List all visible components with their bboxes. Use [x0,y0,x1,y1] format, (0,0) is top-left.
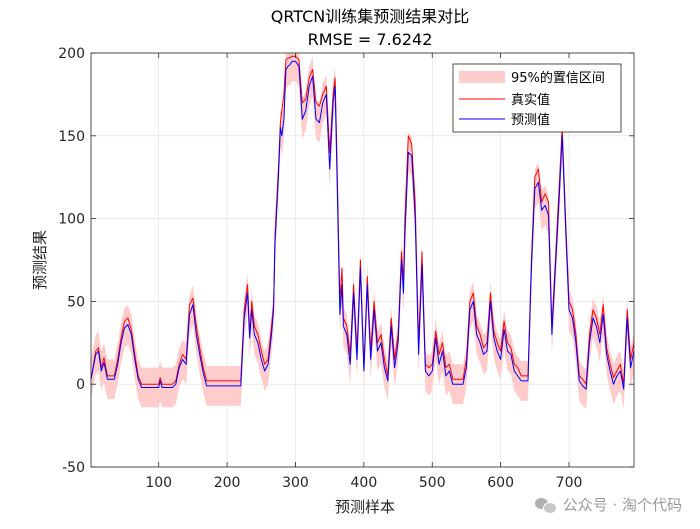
axes-box [90,52,635,468]
x-tick-label: 700 [556,475,583,491]
y-tick-label: 150 [58,129,85,145]
x-tick-label: 600 [487,475,514,491]
legend-swatch-band [459,71,505,83]
x-tick-label: 500 [419,475,446,491]
legend-label-band: 95%的置信区间 [511,70,605,86]
legend-label-true: 真实值 [511,92,550,108]
y-axis-label: 预测结果 [31,230,49,290]
watermark-text: 公众号 · 淘个代码 [562,496,682,514]
x-tick-label: 100 [145,475,172,491]
chart-subtitle: RMSE = 7.6242 [308,30,433,49]
axis-ticks: 100 200 300 400 500 600 700 -50 0 50 100 150 200 [58,46,634,491]
y-tick-label: 50 [67,294,85,310]
y-tick-label: 100 [58,212,85,228]
watermark: 公众号 · 淘个代码 [534,494,682,515]
series-line-pred [90,60,635,390]
x-tick-label: 400 [351,475,378,491]
y-tick-label: 0 [76,377,85,393]
x-axis-label: 预测样本 [335,498,395,516]
x-tick-label: 300 [282,475,309,491]
y-tick-label: -50 [62,460,85,476]
series-line-true [90,55,635,385]
legend-label-pred: 预测值 [511,112,550,128]
x-tick-label: 200 [214,475,241,491]
y-tick-label: 200 [58,46,85,62]
chart-title: QRTCN训练集预测结果对比 [271,7,470,26]
wechat-icon [534,496,557,514]
legend: 95%的置信区间 真实值 预测值 [452,63,622,133]
series-lines [90,55,635,390]
